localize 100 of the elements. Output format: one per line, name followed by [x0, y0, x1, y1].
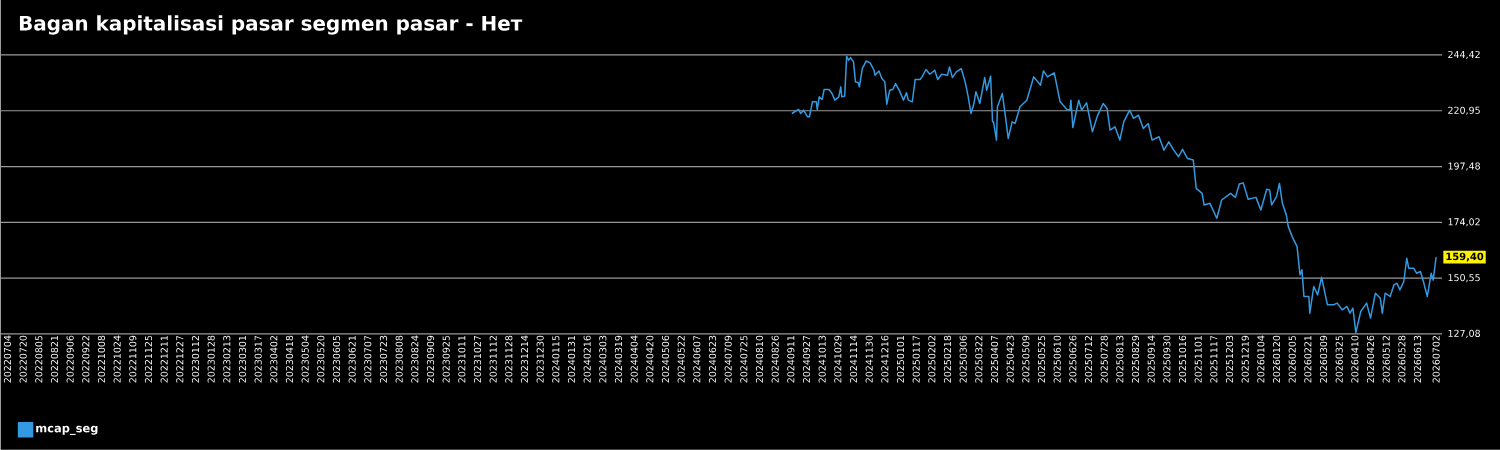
x-tick-label: 20250322	[975, 336, 983, 383]
x-tick-label: 20240810	[755, 335, 764, 383]
x-tick-label: 20240115	[552, 335, 560, 383]
x-tick-label: 20230621	[348, 336, 356, 383]
x-tick-label: 20231027	[473, 335, 482, 383]
x-tick-label: 20250117	[912, 335, 920, 383]
x-tick-label: 20260120	[1272, 335, 1281, 383]
x-tick-label: 20241216	[881, 335, 889, 383]
y-tick-label: 197,48	[1448, 162, 1480, 171]
x-tick-label: 20230213	[223, 335, 231, 383]
x-tick-label: 20220821	[50, 336, 59, 383]
x-tick-label: 20241013	[818, 335, 826, 383]
x-tick-label: 20250813	[1116, 335, 1124, 383]
x-tick-label: 20260528	[1398, 335, 1406, 383]
x-tick-label: 20251016	[1178, 335, 1187, 383]
legend-label: mcap_seg	[36, 425, 98, 436]
x-tick-label: 20260205	[1288, 335, 1296, 383]
x-tick-label: 20230808	[395, 335, 403, 383]
x-tick-label: 20231128	[505, 335, 513, 383]
x-tick-label: 20241029	[834, 335, 842, 383]
x-tick-label: 20250218	[943, 335, 952, 383]
x-tick-label: 20240319	[614, 335, 623, 383]
x-tick-label: 20231112	[489, 336, 497, 383]
x-tick-label: 20230707	[364, 335, 372, 383]
x-tick-label: 20260410	[1351, 335, 1359, 383]
x-tick-label: 20250914	[1147, 335, 1155, 383]
x-tick-label: 20250423	[1006, 335, 1014, 383]
x-tick-label: 20240420	[646, 335, 654, 383]
x-tick-label: 20250407	[990, 335, 999, 383]
x-tick-label: 20230520	[317, 335, 325, 383]
y-tick-label: 150,55	[1448, 274, 1480, 283]
x-tick-label: 20250202	[928, 336, 936, 383]
x-tick-label: 20221227	[176, 335, 184, 383]
x-tick-label: 20240303	[599, 335, 607, 383]
x-tick-label: 20241114	[849, 335, 858, 383]
x-tick-label: 20221211	[160, 336, 168, 383]
x-tick-label: 20231230	[536, 335, 544, 383]
chart-title: Bagan kapitalisasi pasar segmen pasar - Нет	[19, 15, 523, 35]
x-tick-label: 20240623	[708, 335, 717, 383]
x-tick-label: 20240404	[630, 335, 638, 383]
x-tick-label: 20250930	[1163, 335, 1171, 383]
x-tick-label: 20260426	[1366, 335, 1375, 383]
x-tick-label: 20231214	[520, 335, 529, 383]
x-tick-label: 20260104	[1257, 335, 1265, 383]
x-tick-label: 20260512	[1382, 336, 1390, 383]
x-tick-label: 20230128	[207, 335, 215, 383]
x-tick-label: 20260613	[1413, 335, 1422, 383]
x-tick-label: 20230723	[379, 335, 388, 383]
x-tick-label: 20250712	[1084, 336, 1093, 383]
x-tick-label: 20220906	[66, 335, 74, 383]
x-tick-label: 20251101	[1194, 336, 1202, 383]
x-tick-label: 20230301	[238, 336, 247, 383]
x-tick-label: 20251203	[1225, 335, 1234, 383]
x-tick-label: 20250829	[1131, 335, 1140, 383]
x-tick-label: 20260221	[1304, 336, 1312, 383]
x-tick-label: 20241130	[865, 335, 873, 383]
x-tick-label: 20230605	[332, 335, 341, 383]
x-tick-label: 20250525	[1037, 335, 1046, 383]
x-tick-label: 20230909	[426, 335, 435, 383]
x-tick-label: 20240607	[693, 335, 701, 383]
x-tick-label: 20240522	[677, 336, 685, 383]
x-tick-label: 20230418	[285, 335, 294, 383]
x-tick-label: 20251117	[1210, 335, 1218, 383]
y-tick-label: 244,42	[1448, 51, 1480, 60]
x-tick-label: 20220704	[3, 335, 12, 383]
x-tick-label: 20250626	[1069, 335, 1077, 383]
x-tick-label: 20220922	[82, 336, 90, 383]
x-tick-label: 20260325	[1335, 335, 1343, 383]
y-tick-label: 127,08	[1448, 329, 1480, 339]
x-tick-label: 20260309	[1319, 335, 1328, 383]
x-tick-label: 20231011	[458, 336, 466, 383]
x-tick-label: 20220805	[35, 335, 43, 383]
x-tick-label: 20240826	[771, 335, 779, 383]
x-tick-label: 20250610	[1053, 335, 1061, 383]
x-tick-label: 20250509	[1022, 335, 1030, 383]
x-tick-label: 20260702	[1432, 336, 1440, 383]
x-tick-label: 20240927	[802, 335, 811, 383]
y-tick-label: 220,95	[1448, 106, 1480, 115]
x-tick-label: 20221024	[113, 335, 121, 383]
x-tick-label: 20250101	[896, 336, 905, 383]
x-tick-label: 20230824	[411, 335, 419, 383]
x-tick-label: 20221109	[129, 335, 137, 383]
x-tick-label: 20230317	[254, 335, 262, 383]
x-tick-label: 20230402	[270, 336, 278, 383]
x-tick-label: 20230925	[442, 335, 450, 383]
x-tick-label: 20240911	[787, 336, 795, 383]
x-tick-label: 20221125	[144, 335, 153, 383]
x-tick-label: 20240506	[661, 335, 670, 383]
x-tick-label: 20230504	[301, 335, 309, 383]
x-tick-label: 20251219	[1241, 335, 1249, 383]
x-tick-label: 20220720	[19, 335, 27, 383]
annotation: 159,40	[1446, 252, 1484, 262]
x-tick-label: 20230112	[191, 336, 200, 383]
x-tick-label: 20240725	[740, 335, 748, 383]
x-tick-label: 20250306	[959, 335, 967, 383]
x-tick-label: 20240131	[567, 336, 576, 383]
x-tick-label: 20240216	[583, 335, 591, 383]
y-tick-label: 174,02	[1448, 218, 1480, 227]
x-tick-label: 20250728	[1100, 335, 1108, 383]
x-tick-label: 20240709	[724, 335, 732, 383]
